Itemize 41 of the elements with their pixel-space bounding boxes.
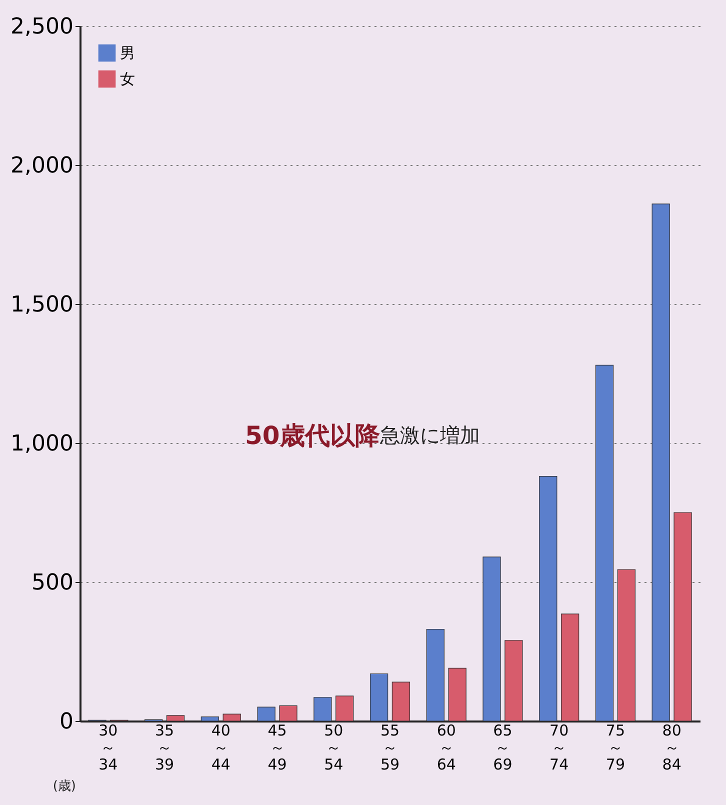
x-tick-label: 60 ～ 64 bbox=[436, 722, 456, 774]
x-tick-label: 75 ～ 79 bbox=[606, 722, 625, 774]
y-tick-label: 1,500 bbox=[10, 292, 74, 318]
y-tick-label: 0 bbox=[60, 710, 74, 734]
x-tick-label: 40 ～ 44 bbox=[211, 722, 230, 774]
bar bbox=[257, 706, 276, 722]
y-tick-label: 500 bbox=[32, 570, 74, 596]
x-tick-label: 55 ～ 59 bbox=[380, 722, 400, 774]
bar bbox=[392, 682, 410, 722]
bar bbox=[448, 668, 466, 722]
bar bbox=[370, 673, 388, 722]
x-axis-title: (歳) bbox=[52, 779, 76, 794]
x-tick-label: 35 ～ 39 bbox=[155, 722, 174, 774]
bar bbox=[166, 715, 185, 722]
bar bbox=[560, 614, 580, 722]
x-tick-label: 65 ～ 69 bbox=[493, 722, 512, 774]
annotation: 急激に増加 bbox=[379, 423, 480, 447]
bar bbox=[617, 569, 636, 722]
x-tick-label: 30 ～ 34 bbox=[98, 722, 118, 774]
bar bbox=[595, 364, 614, 722]
x-tick-label: 45 ～ 49 bbox=[268, 722, 287, 774]
y-tick-label: 2,500 bbox=[10, 14, 74, 40]
legend-label: 男 bbox=[120, 44, 135, 62]
bar bbox=[426, 628, 444, 722]
annotation: 50歳代以降 bbox=[245, 421, 381, 450]
bar bbox=[539, 476, 558, 722]
bar bbox=[504, 640, 523, 722]
y-tick-label: 1,000 bbox=[10, 432, 74, 456]
bar bbox=[652, 204, 670, 722]
bar bbox=[674, 512, 692, 722]
x-tick-label: 50 ～ 54 bbox=[324, 722, 344, 774]
bar bbox=[482, 556, 501, 722]
bar bbox=[336, 696, 354, 722]
y-tick-label: 2,000 bbox=[10, 154, 74, 178]
legend-label: 女 bbox=[120, 70, 135, 88]
bar bbox=[222, 714, 241, 722]
x-tick-label: 80 ～ 84 bbox=[662, 722, 682, 774]
x-tick-label: 70 ～ 74 bbox=[550, 722, 569, 774]
bar bbox=[279, 705, 298, 722]
bar bbox=[200, 716, 220, 722]
bar bbox=[314, 697, 332, 722]
